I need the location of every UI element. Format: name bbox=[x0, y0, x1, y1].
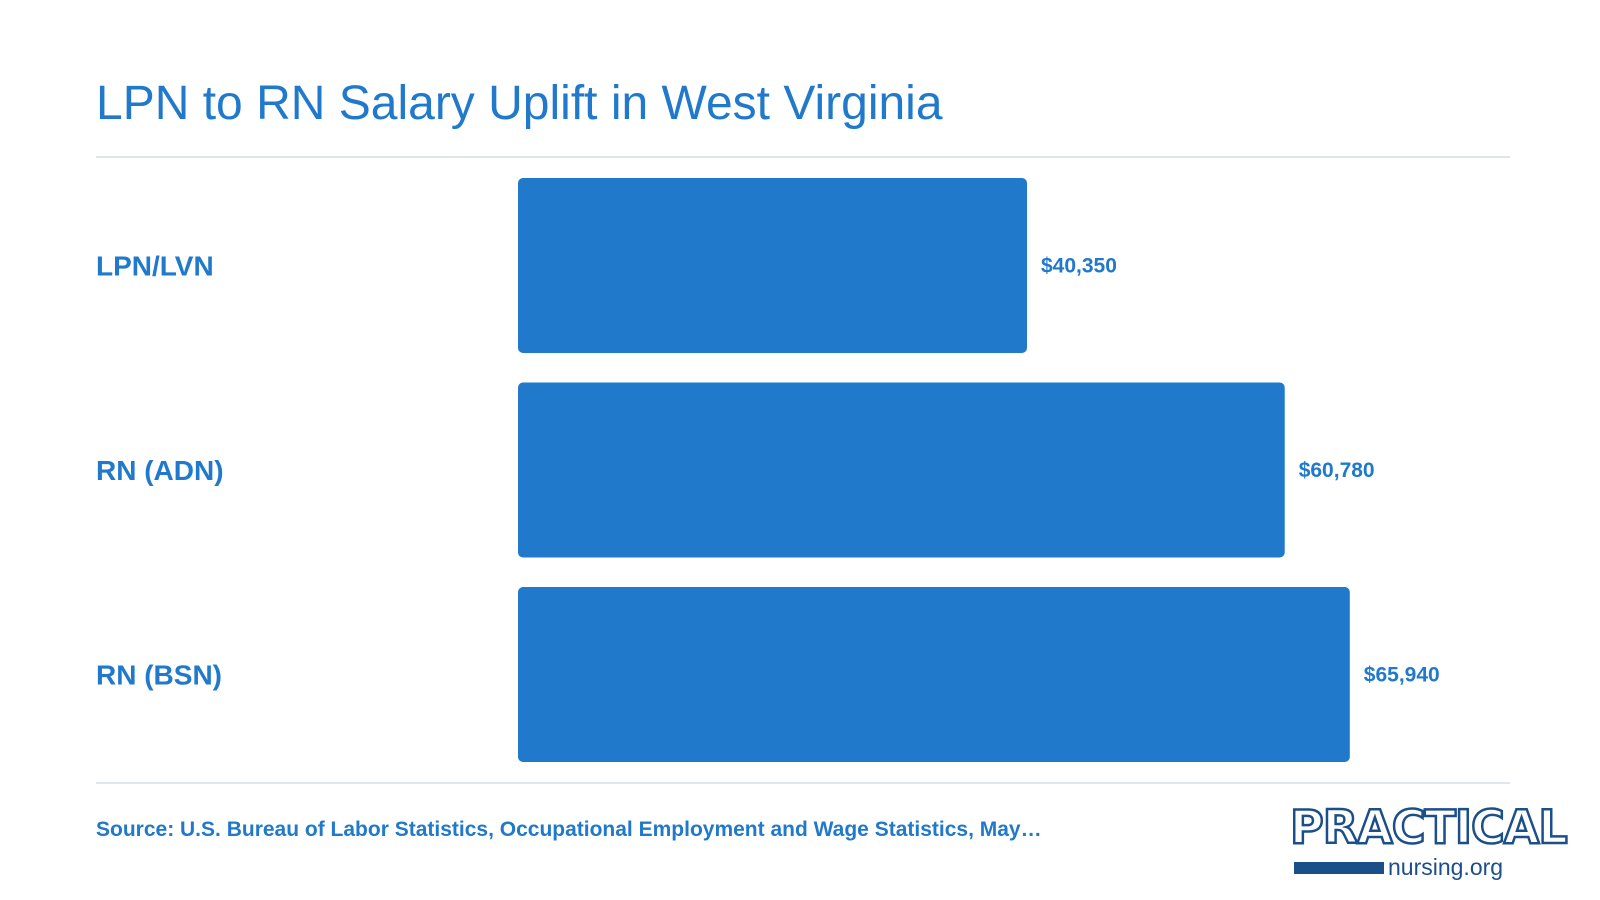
category-label-rn-bsn: RN (BSN) bbox=[96, 660, 222, 691]
logo-underline-bar bbox=[1294, 862, 1384, 874]
bottom-divider bbox=[96, 782, 1510, 784]
value-label-rn-bsn: $65,940 bbox=[1364, 664, 1440, 687]
category-label-lpn-lvn: LPN/LVN bbox=[96, 251, 214, 282]
chart-title: LPN to RN Salary Uplift in West Virginia bbox=[96, 77, 943, 130]
top-divider bbox=[96, 156, 1510, 158]
category-label-rn-adn: RN (ADN) bbox=[96, 455, 224, 486]
source-note: Source: U.S. Bureau of Labor Statistics,… bbox=[96, 818, 1042, 841]
bar-rn-adn[interactable] bbox=[518, 382, 1285, 558]
value-label-lpn-lvn: $40,350 bbox=[1041, 255, 1117, 278]
logo-wordmark: PRACTICAL bbox=[1289, 799, 1569, 856]
bar-lpn-lvn[interactable] bbox=[518, 178, 1027, 353]
logo-domain: nursing.org bbox=[1388, 854, 1504, 880]
value-label-rn-adn: $60,780 bbox=[1299, 459, 1375, 482]
bar-rn-bsn[interactable] bbox=[518, 587, 1350, 762]
practical-nursing-logo[interactable]: PRACTICAL nursing.org bbox=[1289, 799, 1569, 884]
